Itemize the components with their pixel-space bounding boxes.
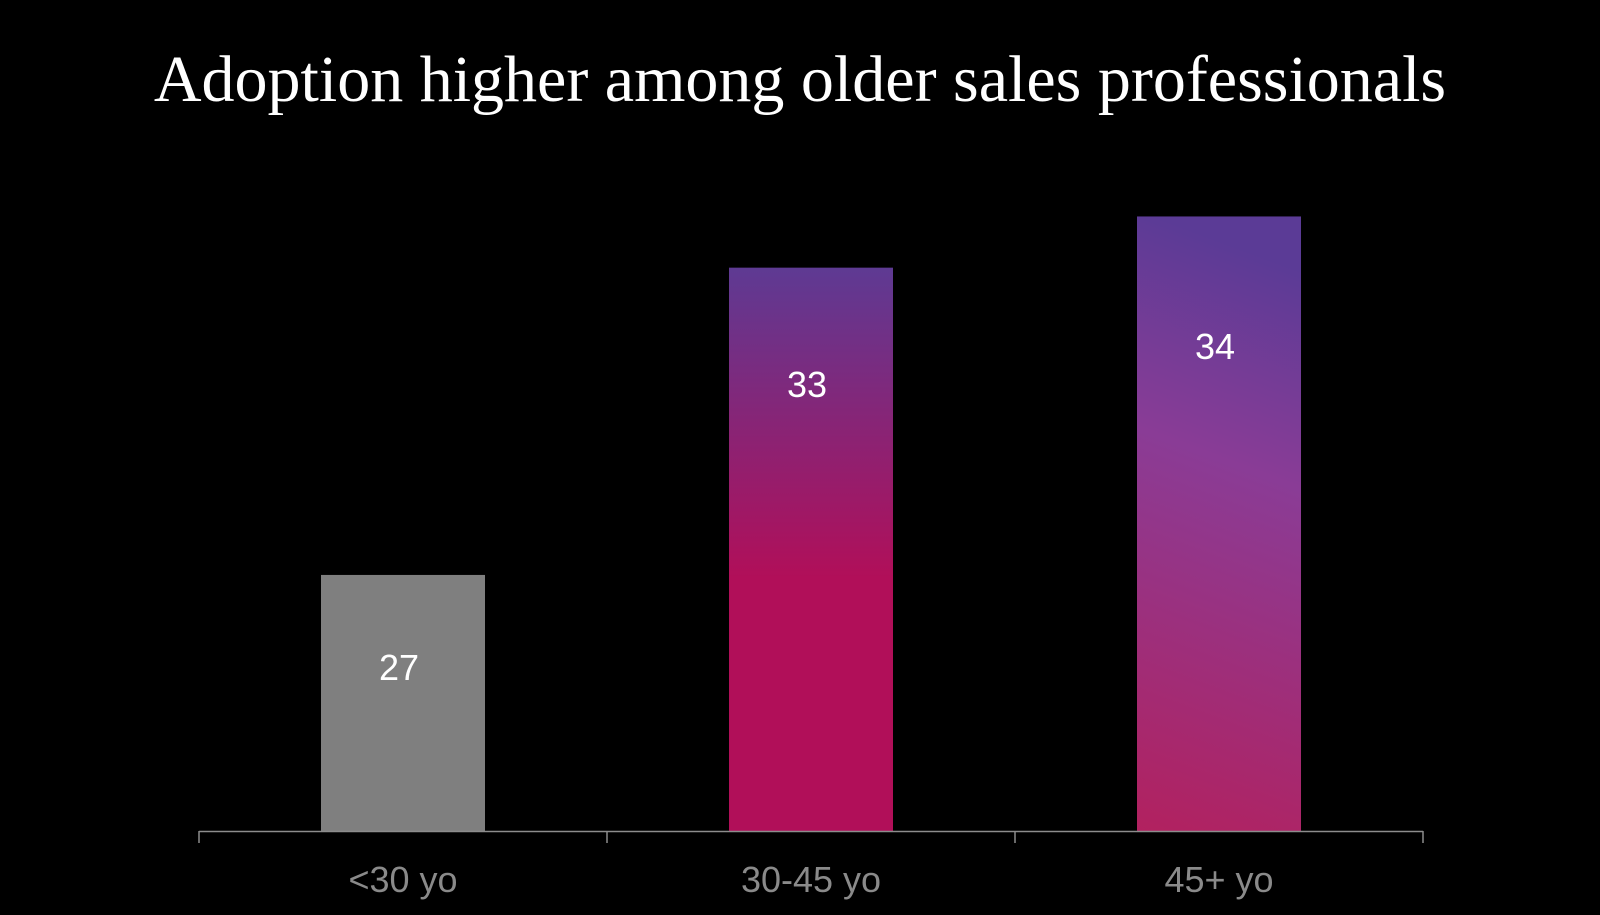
x-tick-label-2: 30-45 yo bbox=[741, 859, 881, 900]
bar-3 bbox=[1137, 216, 1301, 832]
x-tick-label-3: 45+ yo bbox=[1164, 859, 1273, 900]
value-label-3: 34 bbox=[1195, 326, 1235, 367]
value-label-1: 27 bbox=[379, 647, 419, 688]
bar-2 bbox=[729, 267, 893, 832]
bars-group bbox=[321, 216, 1301, 832]
value-labels-group: 27 33 34 bbox=[379, 326, 1235, 688]
x-axis bbox=[198, 830, 1424, 843]
bar-1 bbox=[321, 574, 485, 831]
x-tick-label-1: <30 yo bbox=[348, 859, 457, 900]
chart-title: Adoption higher among older sales profes… bbox=[153, 43, 1447, 116]
value-label-2: 33 bbox=[787, 364, 827, 405]
x-tick-labels-group: <30 yo 30-45 yo 45+ yo bbox=[348, 859, 1273, 900]
